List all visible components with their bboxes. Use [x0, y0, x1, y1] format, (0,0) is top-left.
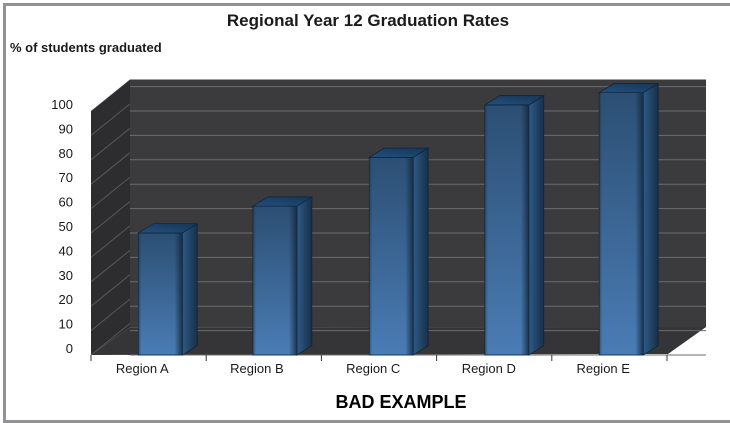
svg-text:30: 30 [59, 268, 73, 283]
svg-text:100: 100 [51, 97, 73, 112]
svg-text:20: 20 [59, 292, 73, 307]
svg-text:60: 60 [59, 195, 73, 210]
svg-text:50: 50 [59, 219, 73, 234]
svg-text:Region C: Region C [346, 361, 400, 376]
svg-text:Region D: Region D [462, 361, 516, 376]
svg-text:80: 80 [59, 146, 73, 161]
svg-text:0: 0 [66, 341, 73, 356]
svg-text:10: 10 [59, 317, 73, 332]
svg-text:Region B: Region B [230, 361, 283, 376]
svg-text:70: 70 [59, 170, 73, 185]
svg-text:Region E: Region E [576, 361, 630, 376]
svg-text:Region A: Region A [116, 361, 169, 376]
svg-text:40: 40 [59, 243, 73, 258]
svg-text:90: 90 [59, 121, 73, 136]
